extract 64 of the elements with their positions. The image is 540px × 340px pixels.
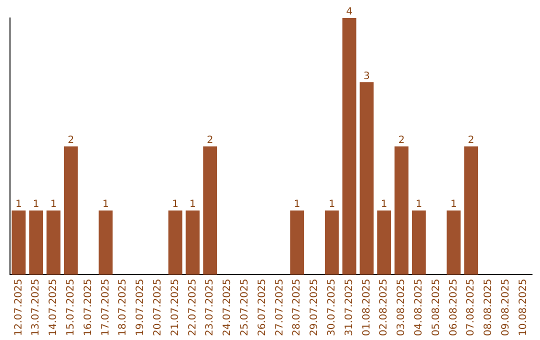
- bar: [412, 210, 426, 275]
- x-tick-label: 10.08.2025: [518, 278, 529, 336]
- x-tick-label: 12.07.2025: [13, 278, 24, 336]
- x-tick-label: 05.08.2025: [430, 278, 442, 336]
- data-label: 4: [346, 6, 352, 18]
- bar: [46, 210, 60, 275]
- x-tick-label: 19.07.2025: [135, 278, 146, 336]
- data-label: 1: [172, 199, 178, 210]
- x-tick-label: 22.07.2025: [187, 278, 198, 336]
- x-tick-label: 03.08.2025: [396, 278, 408, 336]
- bar: [446, 210, 461, 275]
- bar: [186, 210, 200, 275]
- data-label: 1: [102, 199, 109, 210]
- x-tick-label: 08.08.2025: [483, 278, 494, 336]
- data-label: 2: [468, 134, 474, 146]
- x-tick-label: 09.08.2025: [500, 278, 512, 336]
- data-label: 1: [450, 199, 457, 210]
- data-label: 1: [16, 199, 22, 210]
- bar: [203, 146, 218, 275]
- bar: [377, 210, 392, 275]
- x-tick-label: 21.07.2025: [170, 278, 181, 336]
- bar: [290, 210, 304, 275]
- data-label: 1: [328, 199, 336, 210]
- bar: [168, 210, 182, 275]
- x-tick-label: 25.07.2025: [239, 278, 250, 336]
- x-tick-label: 14.07.2025: [48, 278, 60, 336]
- bar: [342, 18, 356, 275]
- data-label: 1: [380, 199, 388, 210]
- x-tick-label: 06.08.2025: [448, 278, 460, 336]
- x-tick-label: 26.07.2025: [256, 278, 268, 336]
- x-tick-label: 29.07.2025: [309, 278, 320, 336]
- x-tick-label: 13.07.2025: [30, 278, 42, 336]
- data-label: 2: [206, 134, 214, 146]
- data-label: 1: [416, 199, 422, 210]
- x-tick-label: 01.08.2025: [361, 278, 372, 336]
- x-tick-label: 15.07.2025: [65, 278, 76, 336]
- x-tick-label: 04.08.2025: [413, 278, 424, 336]
- data-label: 2: [398, 134, 405, 146]
- data-label: 1: [32, 199, 40, 210]
- x-tick-label: 16.07.2025: [82, 278, 94, 336]
- x-tick-label: 23.07.2025: [204, 278, 216, 336]
- x-tick-label: 20.07.2025: [152, 278, 164, 336]
- x-tick-label: 07.08.2025: [466, 278, 477, 336]
- x-tick-label: 27.07.2025: [274, 278, 286, 336]
- x-tick-label: 28.07.2025: [292, 278, 303, 336]
- x-tick-label: 24.07.2025: [222, 278, 234, 336]
- data-label: 3: [364, 70, 370, 82]
- x-tick-label: 30.07.2025: [326, 278, 338, 336]
- x-tick-label: 18.07.2025: [118, 278, 129, 336]
- data-label: 1: [190, 199, 196, 210]
- bar: [12, 210, 26, 275]
- data-label: 2: [68, 134, 74, 146]
- data-label: 1: [50, 199, 57, 210]
- bar: [98, 210, 113, 275]
- bar: [324, 210, 339, 275]
- bar: [360, 82, 374, 275]
- bar: [29, 210, 44, 275]
- bar: [464, 146, 478, 275]
- bar: [64, 146, 78, 275]
- x-tick-label: 17.07.2025: [100, 278, 112, 336]
- x-tick-label: 31.07.2025: [344, 278, 355, 336]
- bar: [394, 146, 408, 275]
- x-tick-label: 02.08.2025: [378, 278, 390, 336]
- data-label: 1: [294, 199, 300, 210]
